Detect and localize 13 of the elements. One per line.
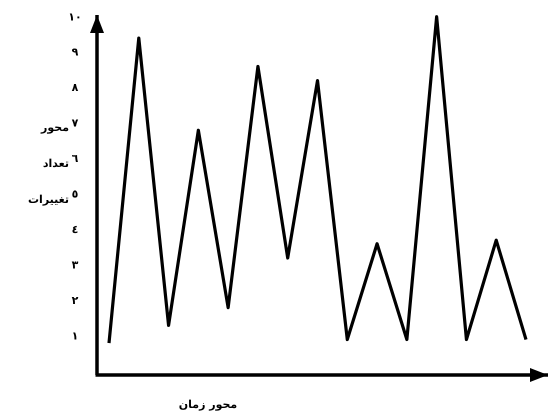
- line-series: [107, 15, 528, 345]
- text: محور تعداد تغییرات: [28, 121, 69, 206]
- y-tick-label: ٥: [72, 188, 79, 201]
- x-axis-title: محور زمان: [178, 397, 238, 413]
- y-tick-label: ٤: [72, 223, 78, 236]
- y-tick-label: ٧: [72, 116, 79, 130]
- y-tick-label: ٩: [72, 46, 79, 59]
- y-tick-label: ١٠: [68, 10, 82, 24]
- y-tick-label: ٢: [72, 294, 79, 308]
- y-tick-label: ١: [72, 329, 78, 342]
- y-tick-label: ٣: [72, 258, 79, 272]
- y-tick-label: ٦: [72, 152, 79, 166]
- y-tick-label: ٨: [72, 81, 79, 94]
